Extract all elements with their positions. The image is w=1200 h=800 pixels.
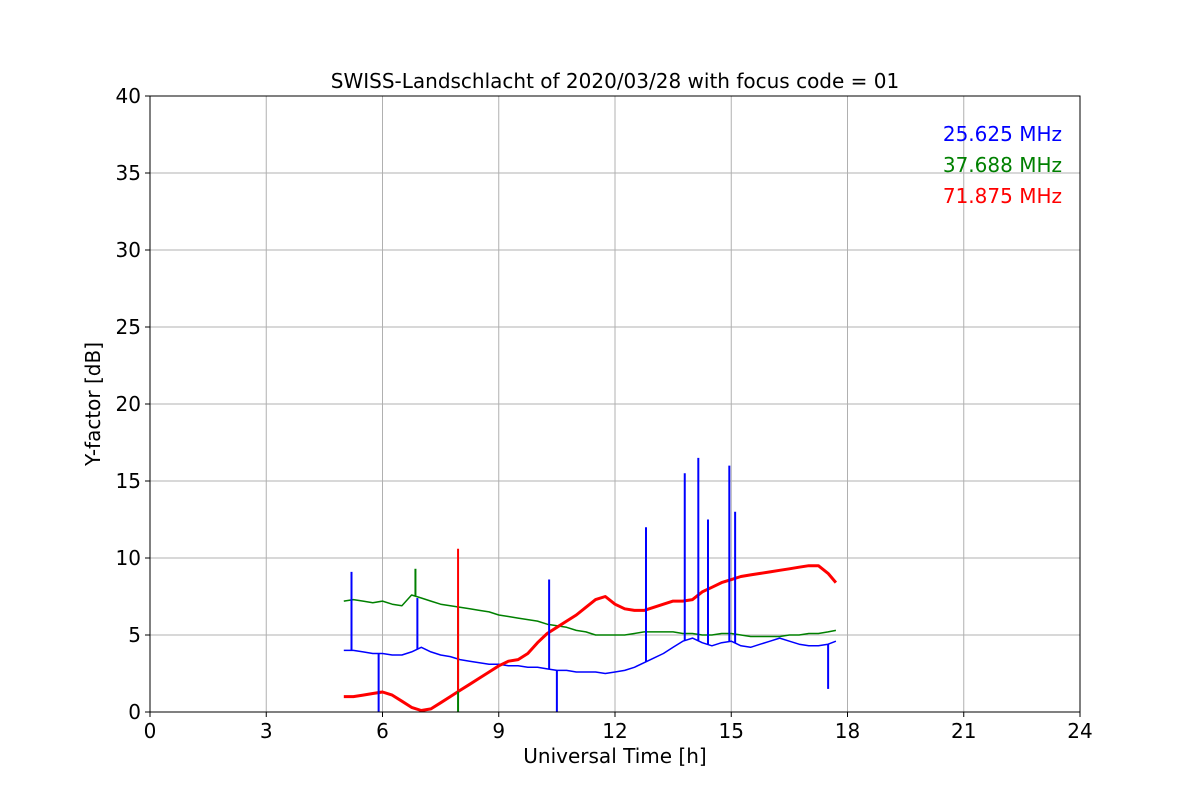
x-tick-label: 12 — [602, 719, 627, 743]
x-tick-label: 6 — [376, 719, 389, 743]
x-tick-label: 3 — [260, 719, 273, 743]
series-layer — [343, 457, 838, 712]
legend: 25.625 MHz 37.688 MHz 71.875 MHz — [943, 122, 1062, 208]
y-tick-label: 35 — [116, 161, 141, 185]
y-tick-label: 0 — [128, 700, 141, 724]
legend-entry-2: 37.688 MHz — [943, 153, 1062, 177]
x-tick-label: 24 — [1067, 719, 1092, 743]
y-axis-label: Y-factor [dB] — [81, 342, 105, 467]
legend-entry-1: 25.625 MHz — [943, 122, 1062, 146]
y-tick-label: 5 — [128, 623, 141, 647]
x-tick-label: 9 — [492, 719, 505, 743]
chart-title: SWISS-Landschlacht of 2020/03/28 with fo… — [331, 69, 899, 93]
series-line-3 — [343, 564, 838, 712]
y-tick-label: 25 — [116, 315, 141, 339]
ticks: 0 3 6 9 12 15 18 21 24 0 5 10 15 20 25 30 35 40 — [116, 84, 1093, 743]
y-tick-label: 20 — [116, 392, 141, 416]
x-axis-label: Universal Time [h] — [523, 744, 706, 768]
x-tick-label: 18 — [835, 719, 860, 743]
y-tick-label: 40 — [116, 84, 141, 108]
legend-entry-3: 71.875 MHz — [943, 184, 1062, 208]
y-tick-label: 30 — [116, 238, 141, 262]
series-line-1 — [343, 637, 837, 675]
y-tick-label: 15 — [116, 469, 141, 493]
x-tick-label: 21 — [951, 719, 976, 743]
x-tick-label: 15 — [719, 719, 744, 743]
x-tick-label: 0 — [144, 719, 157, 743]
y-tick-label: 10 — [116, 546, 141, 570]
series-line-2 — [343, 594, 837, 638]
